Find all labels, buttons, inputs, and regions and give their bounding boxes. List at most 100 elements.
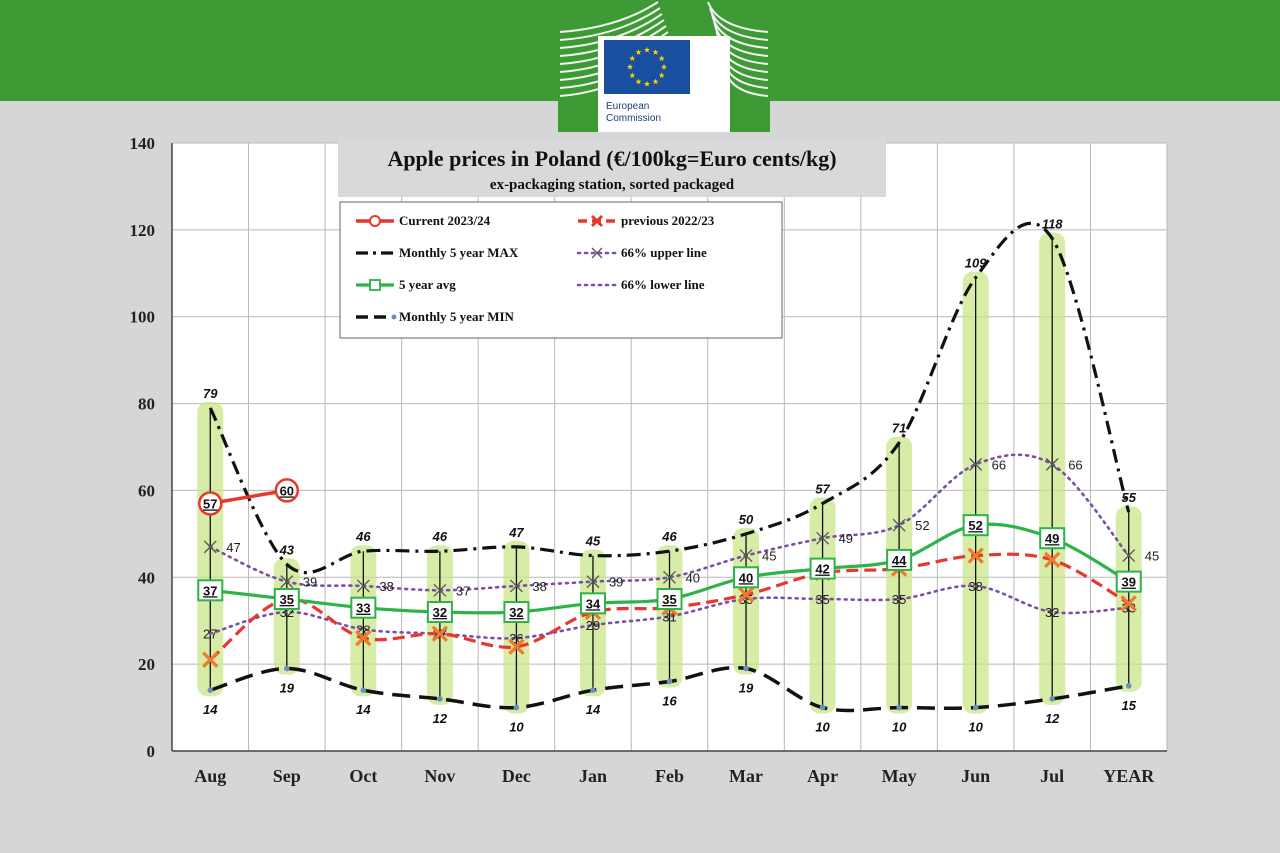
avg-point <box>426 601 453 624</box>
y-tick-label: 120 <box>130 221 156 240</box>
chart-title: Apple prices in Poland (€/100kg=Euro cen… <box>387 146 836 171</box>
avg-value-label: 40 <box>739 570 753 585</box>
avg-point <box>1039 527 1066 550</box>
x-tick-label: Aug <box>194 766 226 786</box>
avg-point <box>579 592 606 615</box>
previous-point <box>355 629 372 647</box>
min-point <box>1049 696 1055 702</box>
legend-item: Monthly 5 year MAX <box>356 245 519 260</box>
max-value-label: 79 <box>203 386 218 401</box>
upper66-value-label: 39 <box>609 575 623 590</box>
avg-value-label: 32 <box>433 605 447 620</box>
upper66-value-label: 66 <box>1068 457 1082 472</box>
european-commission-logo: European Commission <box>558 0 770 132</box>
min-point <box>207 687 214 693</box>
avg-point <box>886 548 913 571</box>
upper66-value-label: 49 <box>839 531 853 546</box>
lower66-value-label: 38 <box>968 579 982 594</box>
avg-value-label: 49 <box>1045 531 1059 546</box>
series-line-max <box>208 221 1131 575</box>
legend-square-icon <box>369 279 381 291</box>
upper66-value-label: 52 <box>915 518 929 533</box>
upper66-point <box>509 579 523 593</box>
eu-star-icon <box>658 72 665 79</box>
x-tick-label: Jan <box>579 766 607 786</box>
avg-point <box>733 566 760 589</box>
current-value-label: 60 <box>280 483 294 498</box>
legend-item: 5 year avg <box>356 277 456 292</box>
min-point <box>590 687 596 693</box>
avg-value-label: 33 <box>356 601 370 616</box>
avg-value-label: 44 <box>892 553 907 568</box>
eu-star-icon <box>652 49 659 55</box>
upper66-point <box>816 531 830 545</box>
avg-value-label: 35 <box>662 592 676 607</box>
x-tick-label: Feb <box>655 766 684 786</box>
x-tick-label: Jun <box>961 766 990 786</box>
max-value-label: 46 <box>661 529 677 544</box>
avg-point <box>656 588 683 610</box>
eu-star-icon <box>658 55 665 62</box>
lower66-value-label: 27 <box>203 627 217 642</box>
y-tick-label: 20 <box>138 655 155 674</box>
x-tick-label: Oct <box>349 766 377 786</box>
y-tick-label: 60 <box>138 481 155 500</box>
min-value-label: 15 <box>1121 698 1136 713</box>
y-tick-label: 100 <box>130 308 156 327</box>
max-value-label: 55 <box>1121 490 1136 505</box>
legend-x-icon <box>590 214 604 228</box>
avg-point <box>503 601 530 624</box>
max-value-label: 45 <box>585 534 601 549</box>
eu-star-icon <box>635 78 642 85</box>
previous-point <box>508 638 525 655</box>
max-value-label: 46 <box>432 529 448 544</box>
max-value-label: 46 <box>355 529 371 544</box>
upper66-value-label: 45 <box>762 549 776 564</box>
previous-point <box>737 586 755 603</box>
upper66-value-label: 39 <box>303 575 317 590</box>
upper66-point <box>739 549 753 563</box>
min-point <box>666 678 673 685</box>
upper66-point <box>892 518 906 532</box>
legend-item: Current 2023/24 <box>356 213 491 228</box>
eu-star-icon <box>629 72 636 79</box>
previous-point <box>1044 551 1061 569</box>
upper66-point <box>203 540 217 554</box>
current-point <box>274 478 300 503</box>
legend-item: 66% lower line <box>576 277 705 292</box>
min-point <box>284 665 290 672</box>
avg-point <box>273 588 300 610</box>
max-value-label: 57 <box>815 481 830 496</box>
min-point <box>1125 683 1132 689</box>
avg-value-label: 34 <box>586 596 601 611</box>
x-tick-label: Sep <box>273 766 301 786</box>
eu-star-icon <box>643 80 651 87</box>
logo-text-2: Commission <box>606 113 661 124</box>
upper66-point <box>356 579 370 593</box>
avg-point <box>197 579 224 602</box>
x-tick-label: May <box>882 766 917 786</box>
legend-label: Monthly 5 year MIN <box>399 309 515 324</box>
lower66-value-label: 32 <box>1045 605 1059 620</box>
previous-point <box>967 547 984 564</box>
x-tick-label: Dec <box>502 766 531 786</box>
legend-item: Monthly 5 year MIN <box>356 309 515 324</box>
min-value-label: 10 <box>892 720 907 735</box>
current-point <box>198 491 223 516</box>
min-point <box>513 704 520 711</box>
avg-point <box>809 557 836 580</box>
avg-value-label: 52 <box>968 518 982 533</box>
upper66-value-label: 66 <box>992 457 1006 472</box>
avg-point <box>962 514 989 537</box>
y-tick-label: 140 <box>130 134 156 153</box>
eu-star-icon <box>660 63 668 70</box>
max-value-label: 71 <box>892 421 906 436</box>
legend-item: 66% upper line <box>576 245 707 260</box>
max-value-label: 118 <box>1042 217 1063 232</box>
current-value-label: 57 <box>203 496 217 511</box>
max-value-label: 47 <box>508 525 524 540</box>
x-tick-label: Apr <box>807 766 838 786</box>
min-value-label: 19 <box>280 680 295 695</box>
upper66-point <box>1122 549 1136 563</box>
